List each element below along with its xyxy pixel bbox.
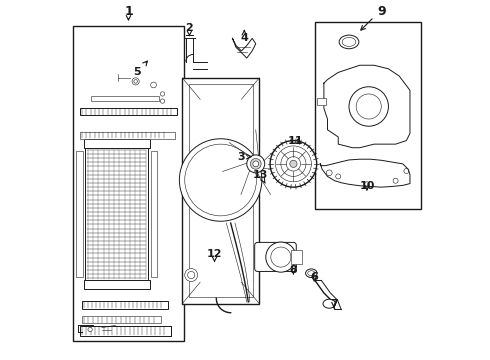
Text: 1: 1 bbox=[124, 5, 133, 18]
Text: 13: 13 bbox=[253, 170, 268, 183]
FancyBboxPatch shape bbox=[255, 242, 296, 271]
Bar bbox=[182, 78, 259, 304]
Bar bbox=[82, 316, 161, 323]
Ellipse shape bbox=[306, 269, 317, 278]
Bar bbox=[315, 22, 421, 209]
Circle shape bbox=[253, 161, 259, 167]
Circle shape bbox=[179, 139, 262, 221]
Bar bbox=[85, 148, 148, 280]
Bar bbox=[151, 151, 157, 277]
Bar bbox=[189, 84, 253, 297]
Text: 4: 4 bbox=[241, 30, 248, 43]
Bar bbox=[76, 151, 83, 277]
Bar bbox=[80, 326, 172, 336]
Circle shape bbox=[160, 99, 165, 103]
Ellipse shape bbox=[323, 299, 336, 308]
Bar bbox=[80, 108, 177, 116]
Circle shape bbox=[247, 155, 265, 173]
Text: 6: 6 bbox=[310, 272, 318, 282]
Circle shape bbox=[290, 160, 297, 167]
Polygon shape bbox=[324, 65, 410, 148]
Circle shape bbox=[151, 82, 156, 88]
Bar bbox=[73, 26, 184, 341]
Text: 10: 10 bbox=[359, 181, 375, 192]
Bar bbox=[82, 301, 168, 309]
Circle shape bbox=[132, 78, 139, 85]
Text: 12: 12 bbox=[207, 248, 222, 262]
Bar bbox=[84, 280, 150, 289]
Circle shape bbox=[270, 140, 317, 187]
Circle shape bbox=[266, 242, 296, 272]
Bar bbox=[317, 98, 326, 105]
Text: 11: 11 bbox=[288, 136, 303, 145]
Text: 2: 2 bbox=[186, 23, 193, 36]
Circle shape bbox=[250, 158, 261, 169]
Bar bbox=[91, 96, 159, 101]
Bar bbox=[291, 250, 302, 264]
Bar bbox=[84, 139, 150, 148]
Text: 9: 9 bbox=[377, 5, 386, 18]
Circle shape bbox=[88, 327, 92, 332]
Bar bbox=[80, 132, 175, 139]
Circle shape bbox=[160, 92, 165, 96]
Polygon shape bbox=[232, 39, 256, 58]
Text: 5: 5 bbox=[134, 61, 147, 77]
Circle shape bbox=[134, 80, 137, 83]
Circle shape bbox=[185, 269, 197, 282]
Polygon shape bbox=[320, 159, 410, 187]
Text: 7: 7 bbox=[330, 299, 338, 309]
Text: 3: 3 bbox=[237, 152, 251, 162]
Text: 8: 8 bbox=[290, 265, 297, 275]
